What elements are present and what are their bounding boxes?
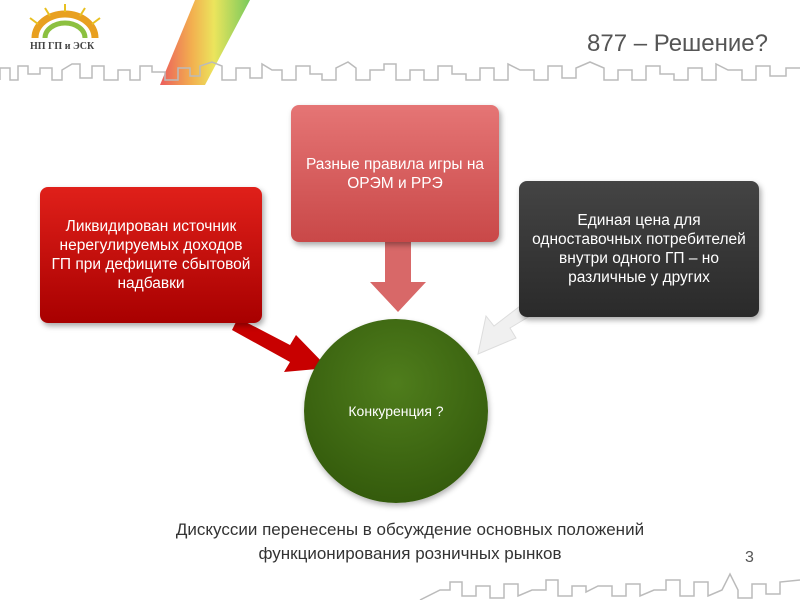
arrow-left-to-center	[232, 318, 328, 372]
right-box: Единая цена для одноставочных потребител…	[519, 181, 759, 317]
slide-title: 877 – Решение?	[587, 30, 768, 57]
top-box: Разные правила игры на ОРЭМ и РРЭ	[291, 105, 499, 242]
skyline-bottom	[419, 572, 800, 600]
footer-text: Дискуссии перенесены в обсуждение основн…	[0, 518, 800, 566]
arrow-top-to-center	[370, 242, 426, 312]
logo: НП ГП и ЭСК	[30, 41, 95, 52]
sun-logo-icon	[29, 4, 101, 39]
page-number: 3	[745, 549, 754, 566]
footer-line-2: функционирования розничных рынков	[258, 544, 562, 563]
rainbow-stripe	[160, 0, 250, 85]
center-label: Конкуренция ?	[348, 403, 444, 419]
left-box: Ликвидирован источник нерегулируемых дох…	[40, 187, 262, 323]
footer-line-1: Дискуссии перенесены в обсуждение основн…	[175, 520, 645, 539]
center-circle: Конкуренция ?	[304, 319, 488, 503]
skyline-top	[0, 61, 800, 81]
